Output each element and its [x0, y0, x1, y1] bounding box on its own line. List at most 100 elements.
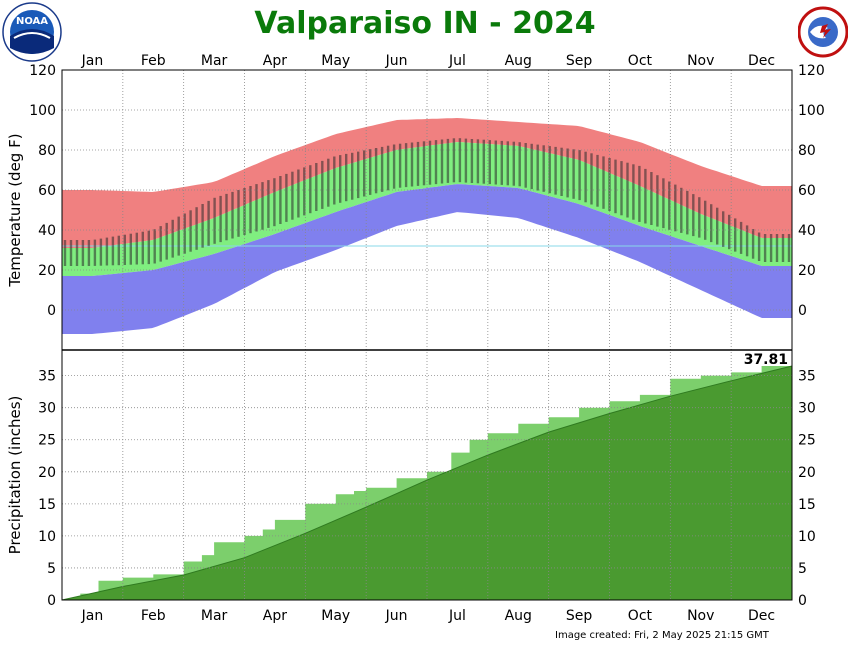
nws-logo-icon [798, 6, 848, 58]
observed-daily-bar [602, 156, 605, 209]
temp-tick-label-right: 120 [798, 63, 825, 79]
observed-daily-bar [560, 147, 563, 196]
observed-daily-bar [751, 229, 755, 259]
record-high-band [62, 118, 792, 248]
observed-daily-bar [99, 238, 103, 266]
month-label-bottom: Jun [385, 608, 408, 624]
observed-daily-bar [440, 139, 444, 184]
temp-tick-label-right: 80 [798, 143, 816, 159]
observed-daily-bar [734, 218, 737, 252]
precip-tick-label-left: 35 [38, 369, 56, 385]
observed-daily-bar [111, 236, 115, 266]
observed-daily-bar [75, 240, 79, 266]
observed-daily-bar [279, 176, 282, 224]
observed-daily-bar [129, 233, 132, 265]
month-label-bottom: Jan [81, 608, 104, 624]
observed-daily-bar [716, 207, 719, 245]
noaa-logo-icon: NOAA [2, 2, 62, 62]
observed-daily-bar [303, 167, 306, 216]
month-label-bottom: Nov [687, 608, 714, 624]
precip-axis-label: Precipitation (inches) [6, 396, 24, 555]
observed-daily-bar [470, 139, 474, 183]
precip-tick-label-left: 20 [38, 465, 56, 481]
observed-daily-bar [339, 155, 342, 203]
observed-daily-bar [745, 225, 749, 257]
observed-daily-bar [578, 150, 581, 201]
observed-daily-bar [374, 148, 378, 194]
observed-daily-bar [183, 213, 186, 254]
observed-daily-bar [345, 153, 348, 202]
observed-daily-bar [428, 140, 432, 185]
observed-daily-bar [309, 165, 312, 214]
precip-tick-label-right: 5 [798, 561, 807, 577]
observed-daily-bar [692, 194, 695, 237]
observed-daily-bar [285, 173, 288, 222]
precip-tick-label-right: 0 [798, 593, 807, 609]
precip-tick-label-right: 30 [798, 401, 816, 417]
observed-daily-bar [93, 239, 97, 266]
month-label-bottom: Aug [505, 608, 532, 624]
precip-tick-label-right: 15 [798, 497, 816, 513]
precip-tick-label-left: 0 [47, 593, 56, 609]
observed-daily-bar [380, 146, 384, 192]
observed-daily-bar [446, 138, 450, 183]
observed-daily-bar [739, 221, 743, 254]
precip-tick-label-left: 30 [38, 401, 56, 417]
observed-daily-bar [596, 154, 599, 207]
observed-daily-bar [207, 200, 210, 246]
month-label-top: Jun [385, 53, 408, 69]
observed-daily-bar [398, 143, 402, 188]
observed-daily-bar [105, 237, 109, 266]
observed-daily-bar [225, 193, 228, 241]
precip-tick-label-right: 25 [798, 433, 816, 449]
precip-tick-label-left: 15 [38, 497, 56, 513]
observed-daily-bar [638, 165, 641, 222]
precip-tick-label-right: 35 [798, 369, 816, 385]
observed-daily-bar [704, 200, 707, 240]
observed-daily-bar [554, 146, 557, 195]
observed-daily-bar [494, 140, 497, 185]
temp-tick-label-left: 20 [38, 263, 56, 279]
observed-daily-bar [333, 156, 336, 205]
observed-daily-bar [476, 139, 480, 184]
observed-daily-bar [458, 138, 462, 183]
temp-tick-label-left: 0 [47, 303, 56, 319]
month-label-top: Mar [201, 53, 228, 69]
observed-daily-bar [662, 178, 665, 229]
month-label-top: Aug [505, 53, 532, 69]
observed-daily-bar [710, 204, 713, 243]
precip-tick-label-left: 5 [47, 561, 56, 577]
temp-tick-label-left: 40 [38, 223, 56, 239]
record-low-band [62, 184, 792, 334]
temp-tick-label-left: 100 [29, 103, 56, 119]
observed-daily-bar [117, 235, 120, 266]
observed-daily-bar [81, 240, 85, 266]
observed-daily-bar [363, 150, 366, 197]
observed-daily-bar [213, 197, 216, 244]
observed-daily-bar [261, 182, 264, 230]
total-precip-annotation: 37.81 [744, 352, 788, 368]
observed-daily-bar [644, 168, 647, 224]
observed-daily-bar [572, 149, 575, 199]
observed-daily-bar [231, 191, 234, 239]
temp-tick-label-left: 80 [38, 143, 56, 159]
observed-daily-bar [201, 204, 204, 248]
observed-daily-bar [464, 138, 468, 183]
observed-daily-bar [171, 219, 174, 258]
observed-daily-bar [357, 151, 360, 199]
observed-daily-bar [291, 171, 294, 220]
chart-title: Valparaiso IN - 2024 [254, 6, 596, 41]
observed-daily-bar [530, 143, 533, 190]
observed-daily-bar [87, 240, 91, 266]
observed-daily-bar [63, 240, 67, 266]
observed-daily-bar [674, 184, 677, 232]
month-label-top: Feb [141, 53, 166, 69]
observed-daily-bar [781, 234, 785, 262]
month-label-bottom: May [321, 608, 350, 624]
precip-tick-label-right: 20 [798, 465, 816, 481]
normal-precip-area [61, 365, 793, 601]
temp-tick-label-right: 100 [798, 103, 825, 119]
precip-tick-label-left: 10 [38, 529, 56, 545]
observed-daily-bar [237, 190, 240, 237]
